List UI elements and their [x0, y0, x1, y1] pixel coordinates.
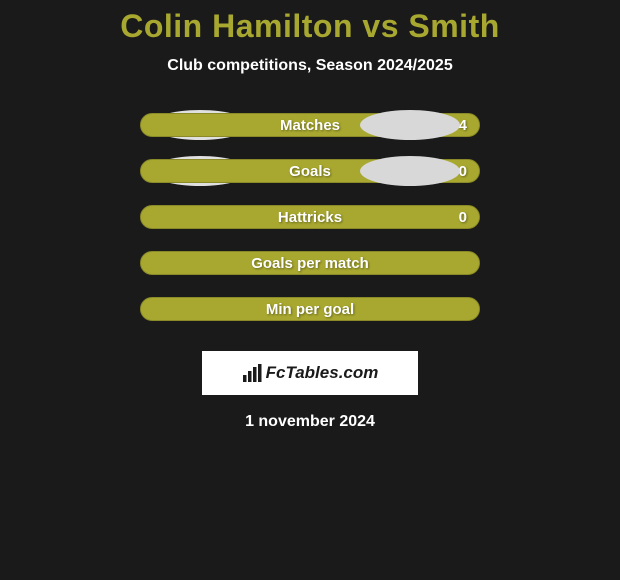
stat-label: Goals	[289, 163, 331, 180]
stat-row: Goals per match	[140, 251, 480, 275]
stat-bar: Goals per match	[140, 251, 480, 275]
main-container: Colin Hamilton vs Smith Club competition…	[0, 0, 620, 431]
stat-label: Min per goal	[266, 301, 354, 318]
page-title: Colin Hamilton vs Smith	[120, 8, 500, 45]
stat-row: Min per goal	[140, 297, 480, 321]
stats-list: Matches4 Goals0 Hattricks 0 Goals per match M…	[140, 113, 480, 343]
date-label: 1 november 2024	[245, 413, 375, 431]
stat-label: Matches	[280, 117, 340, 134]
logo-text: FcTables.com	[266, 363, 379, 383]
logo-content: FcTables.com	[242, 363, 379, 383]
stat-bar: Hattricks 0	[140, 205, 480, 229]
stat-bar: Min per goal	[140, 297, 480, 321]
stat-value: 0	[459, 209, 467, 226]
stat-row: Matches4	[140, 113, 480, 137]
page-subtitle: Club competitions, Season 2024/2025	[167, 57, 452, 75]
stat-row: Goals0	[140, 159, 480, 183]
stat-row: Hattricks 0	[140, 205, 480, 229]
player-oval-right	[360, 110, 460, 140]
player-oval-right	[360, 156, 460, 186]
bar-chart-icon	[242, 364, 262, 382]
stat-label: Hattricks	[278, 209, 342, 226]
logo-box: FcTables.com	[202, 351, 418, 395]
stat-label: Goals per match	[251, 255, 369, 272]
